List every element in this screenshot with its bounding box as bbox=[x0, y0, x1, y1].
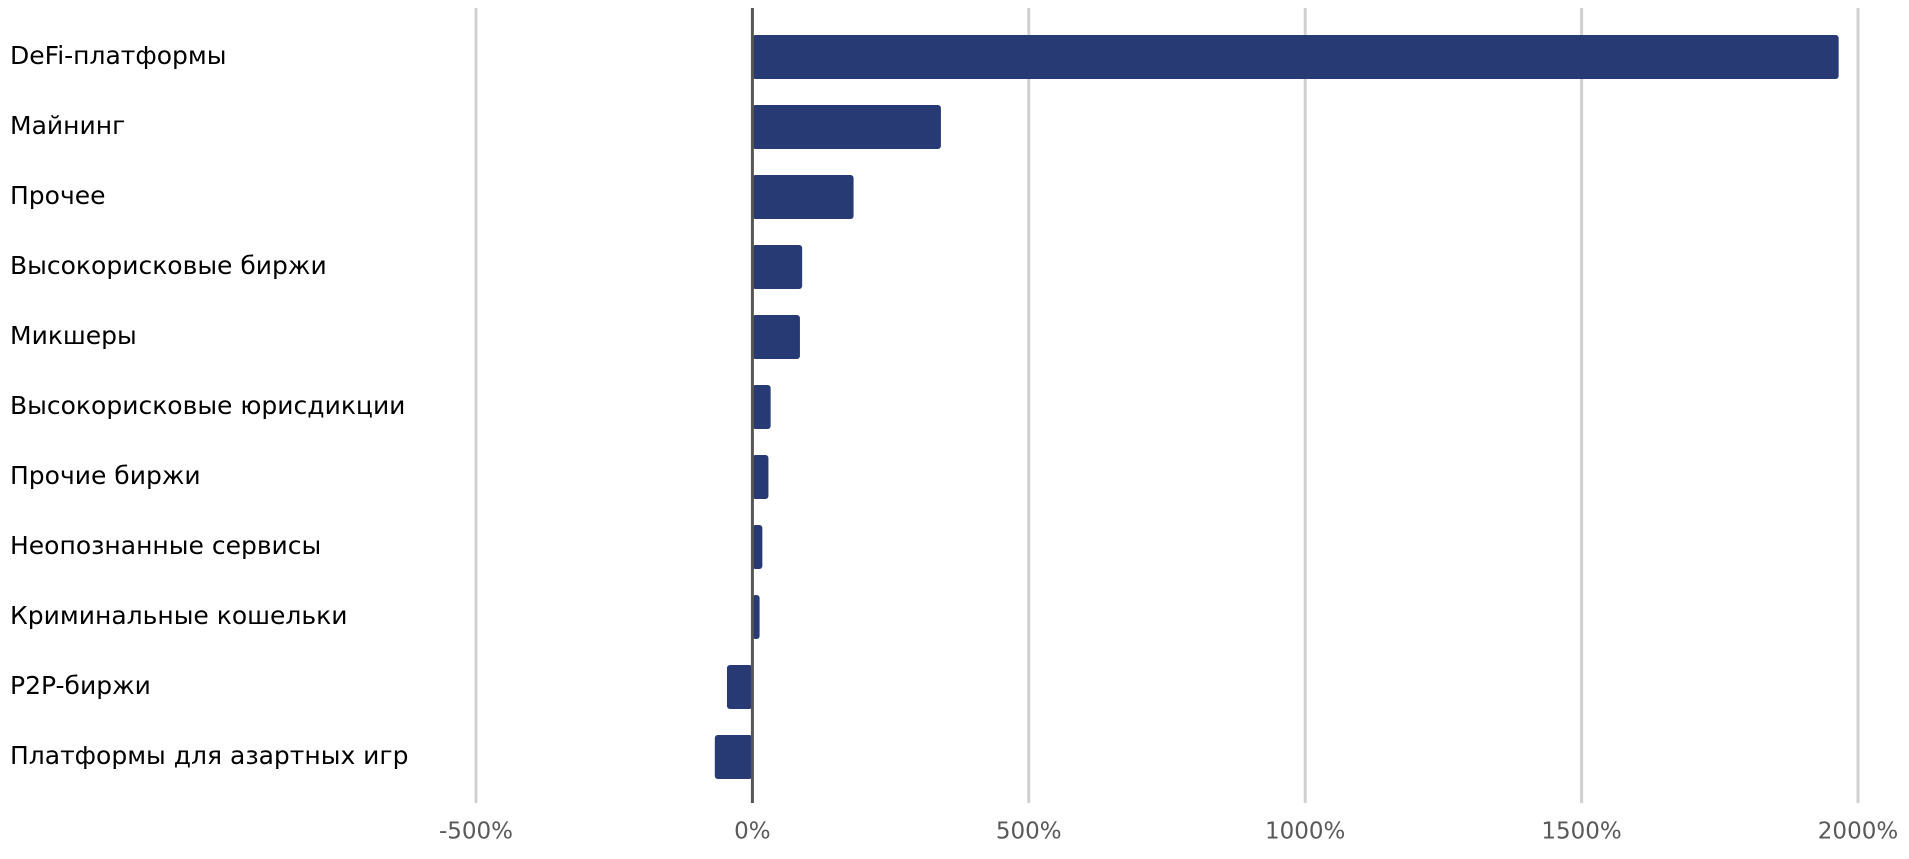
bar bbox=[752, 245, 803, 289]
x-tick-label: 1500% bbox=[1541, 819, 1621, 845]
y-tick-label: Микшеры bbox=[10, 321, 137, 350]
x-tick-label: 500% bbox=[996, 819, 1062, 845]
x-tick-label: 0% bbox=[734, 819, 771, 845]
bar bbox=[714, 735, 753, 779]
bar bbox=[752, 175, 854, 219]
x-tick-label: 2000% bbox=[1818, 819, 1898, 845]
bar bbox=[752, 385, 771, 429]
y-tick-label: DeFi-платформы bbox=[10, 41, 227, 70]
y-tick-label: P2P-биржи bbox=[10, 671, 151, 700]
x-tick-label: -500% bbox=[439, 819, 513, 845]
y-tick-label: Прочее bbox=[10, 181, 106, 210]
bar bbox=[752, 525, 763, 569]
y-tick-label: Неопознанные сервисы bbox=[10, 531, 321, 560]
y-tick-label: Высокорисковые юрисдикции bbox=[10, 391, 405, 420]
y-tick-label: Майнинг bbox=[10, 111, 125, 140]
x-tick-label: 1000% bbox=[1265, 819, 1345, 845]
bar bbox=[752, 315, 800, 359]
bar bbox=[726, 665, 753, 709]
y-tick-label: Платформы для азартных игр bbox=[10, 741, 408, 770]
bar bbox=[752, 595, 760, 639]
y-tick-label: Прочие биржи bbox=[10, 461, 201, 490]
y-tick-label: Высокорисковые биржи bbox=[10, 251, 327, 280]
y-tick-label: Криминальные кошельки bbox=[10, 601, 347, 630]
bar bbox=[752, 455, 769, 499]
bar bbox=[752, 35, 1839, 79]
bar bbox=[752, 105, 941, 149]
